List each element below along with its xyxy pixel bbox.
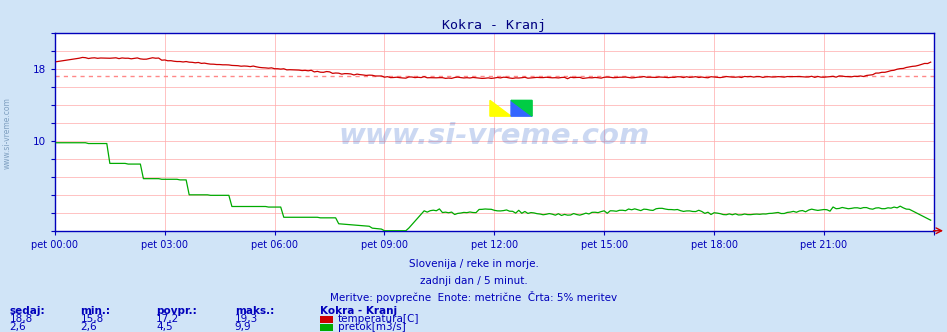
Text: min.:: min.: xyxy=(80,306,111,316)
Text: 2,6: 2,6 xyxy=(80,322,98,332)
Text: 17,2: 17,2 xyxy=(156,314,180,324)
Text: Kokra - Kranj: Kokra - Kranj xyxy=(320,306,397,316)
Text: 18,8: 18,8 xyxy=(9,314,33,324)
Text: temperatura[C]: temperatura[C] xyxy=(338,314,420,324)
Text: Meritve: povprečne  Enote: metrične  Črta: 5% meritev: Meritve: povprečne Enote: metrične Črta:… xyxy=(330,291,617,303)
Text: www.si-vreme.com: www.si-vreme.com xyxy=(339,122,650,150)
Text: Slovenija / reke in morje.: Slovenija / reke in morje. xyxy=(408,259,539,269)
Text: zadnji dan / 5 minut.: zadnji dan / 5 minut. xyxy=(420,276,527,286)
Text: 2,6: 2,6 xyxy=(9,322,27,332)
Title: Kokra - Kranj: Kokra - Kranj xyxy=(442,19,546,32)
Polygon shape xyxy=(511,100,532,116)
Text: pretok[m3/s]: pretok[m3/s] xyxy=(338,322,406,332)
Text: 19,3: 19,3 xyxy=(235,314,259,324)
Text: sedaj:: sedaj: xyxy=(9,306,45,316)
Text: 4,5: 4,5 xyxy=(156,322,173,332)
Text: 9,9: 9,9 xyxy=(235,322,252,332)
Polygon shape xyxy=(490,100,511,116)
Polygon shape xyxy=(511,100,532,116)
Text: 15,8: 15,8 xyxy=(80,314,104,324)
Text: www.si-vreme.com: www.si-vreme.com xyxy=(3,97,12,169)
Text: maks.:: maks.: xyxy=(235,306,274,316)
Text: povpr.:: povpr.: xyxy=(156,306,197,316)
